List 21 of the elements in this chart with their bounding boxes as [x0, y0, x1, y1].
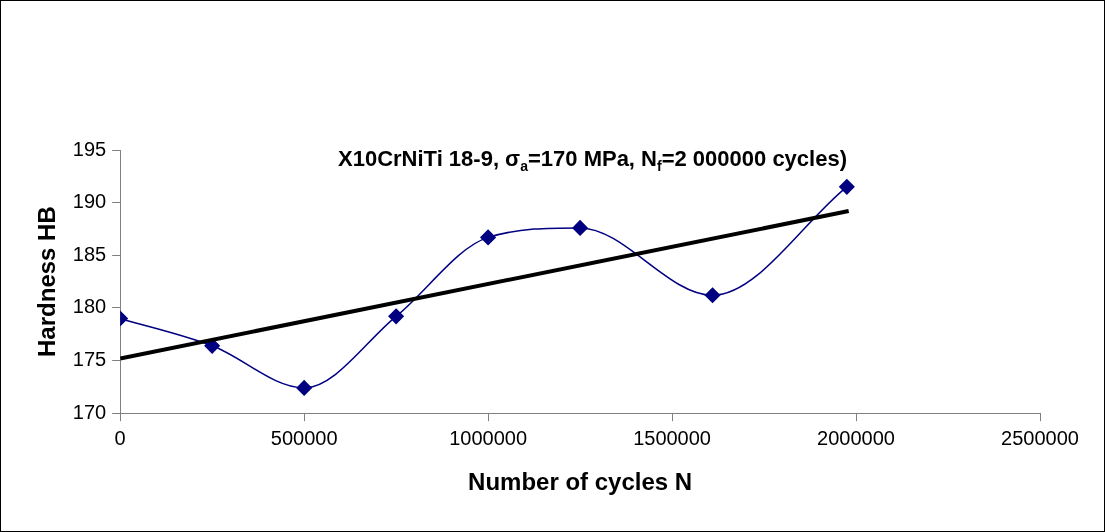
y-axis-title: Hardness HB [33, 206, 61, 357]
point [704, 287, 721, 304]
y-tick-label: 170 [72, 400, 107, 423]
y-tick-label: 175 [72, 348, 107, 371]
x-tick-label: 2000000 [817, 426, 895, 449]
y-tick-label: 190 [72, 190, 107, 213]
x-axis-title: Number of cycles N [468, 468, 693, 496]
point [572, 220, 588, 236]
y-tick-label: 195 [72, 137, 107, 160]
point [296, 380, 312, 396]
point [388, 308, 404, 325]
chart-title: X10CrNiTi 18-9, σ$_{a}$=170 MPa, N$_{f}$=2 000000 cycles) [337, 146, 848, 175]
y-tick-label: 180 [72, 295, 107, 318]
point [480, 229, 496, 246]
x-tick-label: 1000000 [449, 426, 528, 449]
x-tick-label: 1500000 [633, 426, 712, 449]
y-tick-label: 185 [72, 242, 107, 265]
x-tick-label: 0 [114, 426, 126, 449]
x-tick-label: 500000 [270, 426, 338, 449]
point [839, 179, 855, 195]
x-tick-label: 2500000 [1001, 426, 1079, 449]
